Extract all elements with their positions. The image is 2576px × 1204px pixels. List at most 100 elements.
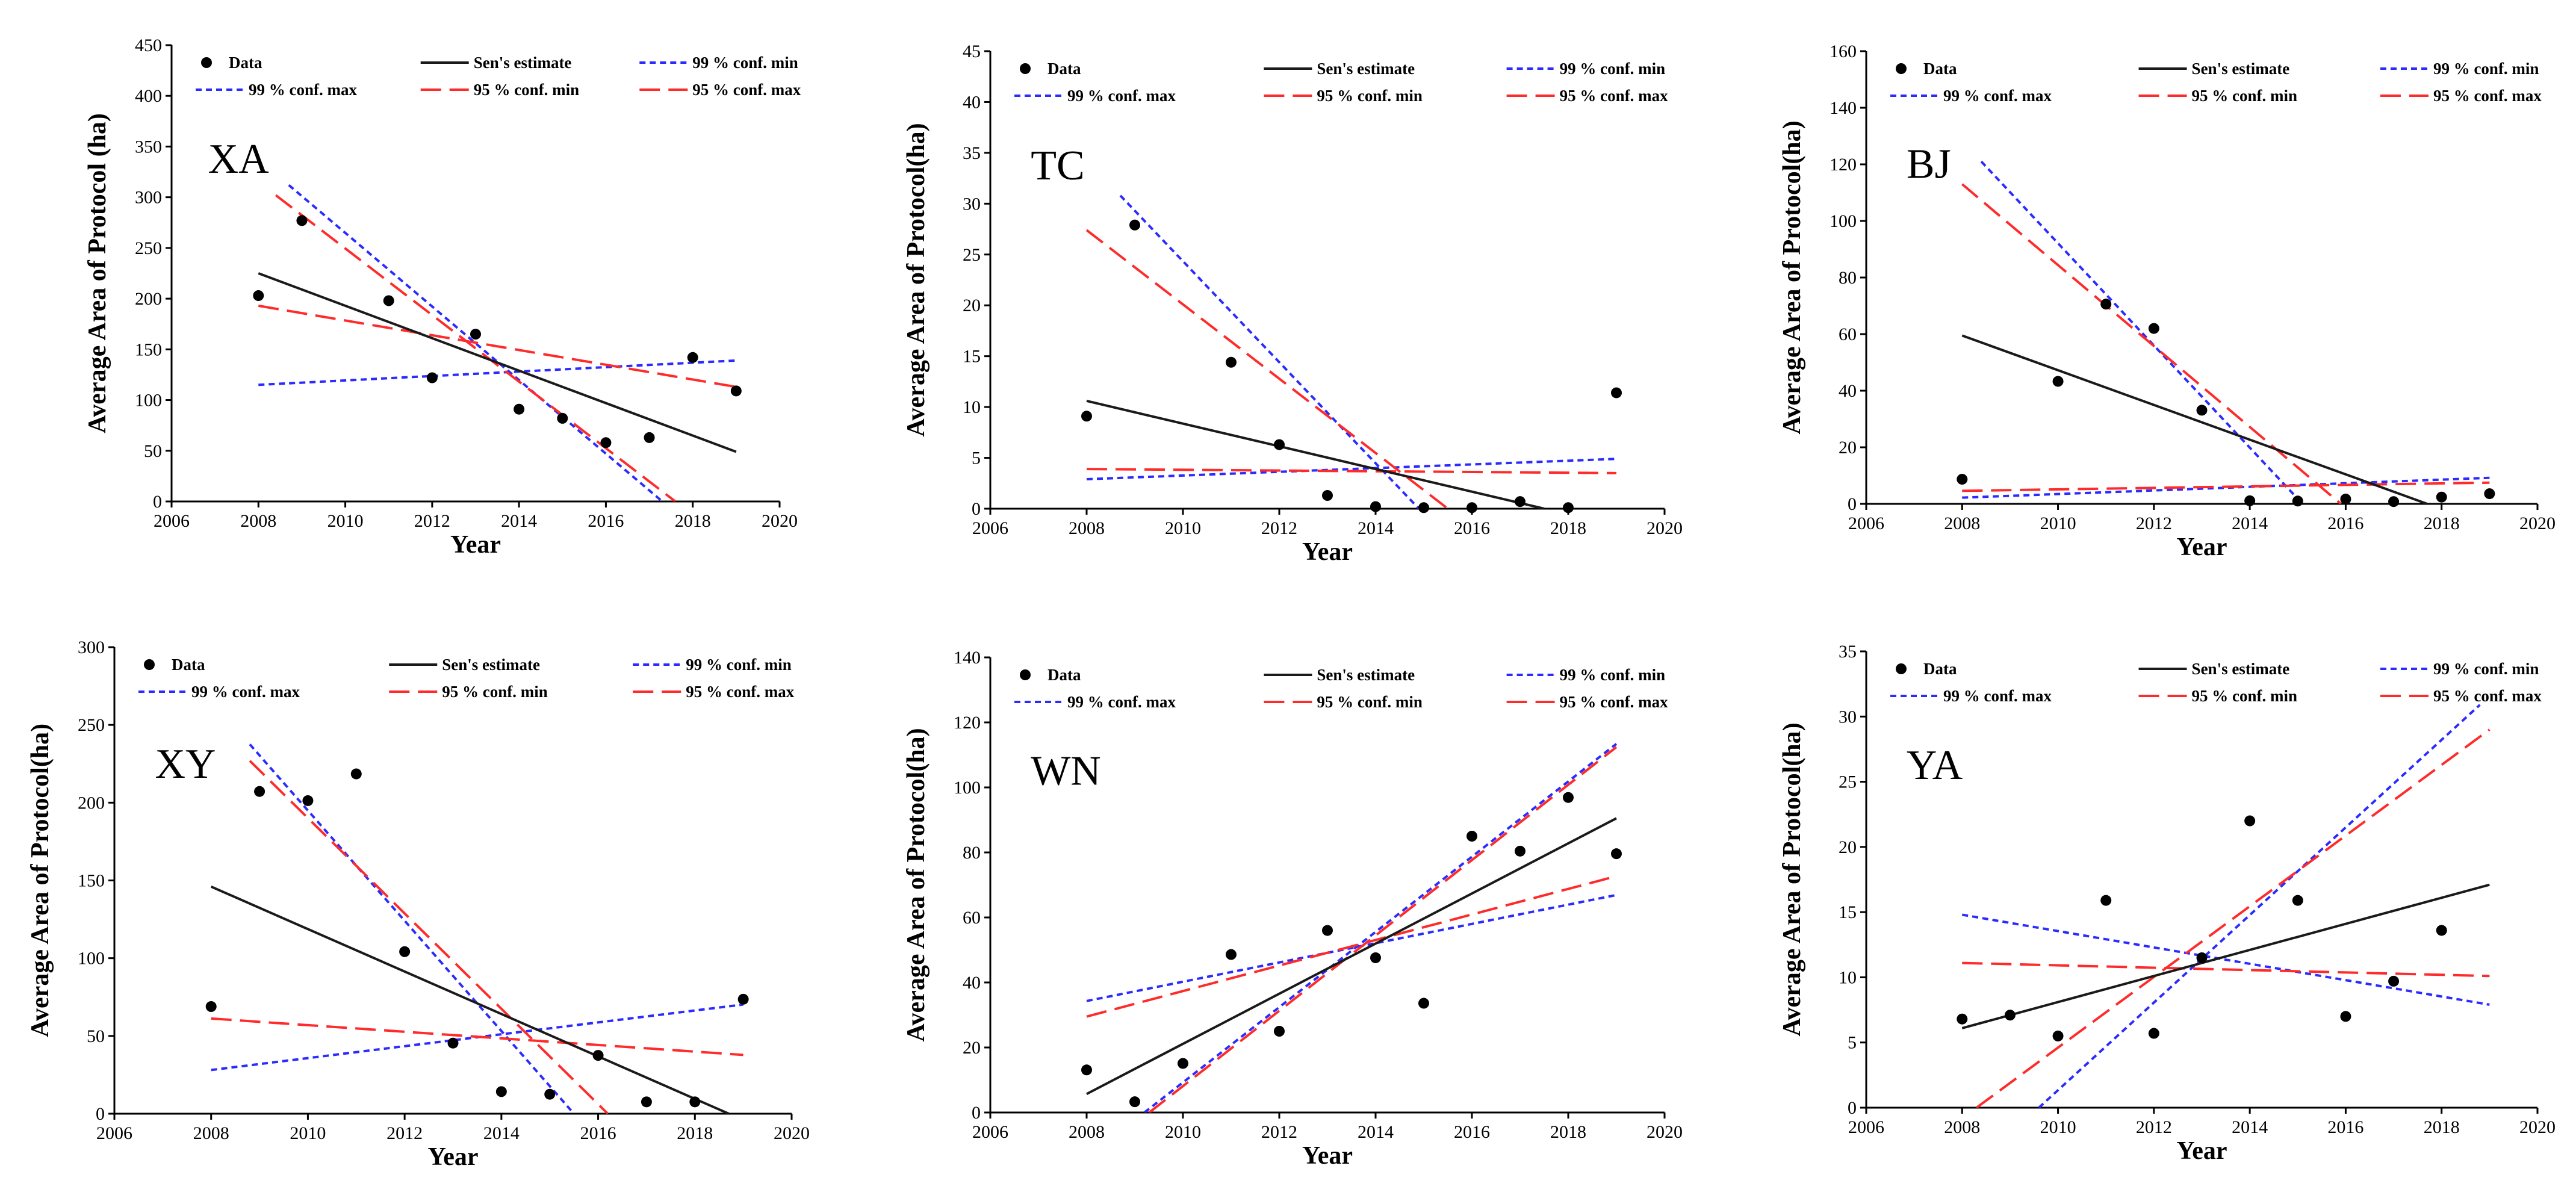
x-tick-label: 2018	[2424, 1117, 2460, 1137]
chart-panel-bj: 0 20 40 60 80 100 120 140 160 2006 2008 2010 2012 201…	[1778, 42, 2556, 561]
y-tick-label: 100	[78, 949, 105, 969]
y-axis-title: Average Area of Protocol(ha)	[1778, 722, 1806, 1036]
data-point	[1563, 792, 1574, 803]
legend-min95-label: 95 % conf. min	[2192, 87, 2298, 105]
data-point	[2388, 496, 2400, 507]
x-tick-label: 2014	[2232, 514, 2268, 533]
x-tick-label: 2016	[2327, 1117, 2363, 1137]
x-tick-label: 2012	[1261, 518, 1297, 538]
data-point	[1563, 502, 1574, 514]
y-tick-label: 20	[963, 296, 981, 315]
x-tick-label: 2010	[327, 511, 364, 531]
x-axis-title: Year	[2177, 1137, 2227, 1165]
conf95-min-line	[1086, 875, 1617, 1018]
y-tick-label: 0	[153, 492, 162, 512]
data-point	[641, 1096, 652, 1108]
legend-max95-label: 95 % conf. max	[686, 683, 794, 701]
x-tick-label: 2008	[1944, 1117, 1980, 1137]
chart-panel-tc: 0 5 10 15 20 25 30 35 40 45 2006 2008 2010 2012 2014 20…	[902, 42, 1683, 566]
data-point	[2196, 952, 2208, 963]
station-label: YA	[1907, 742, 1963, 789]
legend-max95-label: 95 % conf. max	[2433, 687, 2542, 705]
data-point	[2484, 488, 2495, 500]
y-tick-label: 200	[78, 793, 105, 813]
x-tick-label: 2014	[501, 511, 537, 531]
y-tick-label: 140	[954, 648, 981, 668]
legend-min95-label: 95 % conf. min	[442, 683, 548, 701]
y-tick-label: 60	[1839, 324, 1857, 344]
legend-min99-label: 99 % conf. min	[2433, 660, 2539, 678]
y-tick-label: 300	[135, 188, 162, 208]
y-tick-label: 120	[1830, 155, 1857, 175]
legend-data-marker	[201, 57, 212, 68]
x-tick-label: 2020	[1646, 518, 1683, 538]
data-point	[1274, 1026, 1285, 1037]
legend-sen-label: Sen's estimate	[442, 656, 540, 674]
data-point	[1274, 439, 1285, 450]
data-point	[302, 795, 314, 806]
legend: Data Sen's estimate 99 % conf. min 99 % con…	[1890, 60, 2542, 105]
x-tick-label: 2006	[1848, 514, 1884, 533]
legend-data-marker	[144, 659, 155, 670]
y-tick-label: 250	[78, 715, 105, 735]
legend-sen-label: Sen's estimate	[474, 54, 572, 72]
x-tick-label: 2006	[972, 1122, 1008, 1142]
conf95-min-line	[1085, 229, 1449, 509]
data-point	[205, 1001, 217, 1013]
x-tick-label: 2018	[677, 1123, 713, 1143]
legend-data-label: Data	[1047, 60, 1081, 78]
x-tick-label: 2014	[2232, 1117, 2268, 1137]
data-point	[1957, 1013, 1968, 1025]
chart-panel-xa: 0 50 100 150 200 250 300 350 400 450 2006 2008 2010 2…	[84, 36, 801, 559]
sen-estimate-line	[210, 886, 730, 1114]
y-tick-label: 20	[1839, 438, 1857, 458]
y-axis-title: Average Area of Protocol(ha)	[902, 728, 930, 1041]
y-tick-label: 450	[135, 36, 162, 55]
x-tick-label: 2010	[2040, 514, 2076, 533]
x-tick-label: 2014	[1358, 518, 1394, 538]
legend-max99-label: 99 % conf. max	[249, 81, 357, 99]
y-tick-label: 400	[135, 86, 162, 106]
legend-min99-label: 99 % conf. min	[1560, 666, 1666, 684]
legend-max95-label: 95 % conf. max	[692, 81, 801, 99]
data-point	[2100, 895, 2112, 906]
data-point	[730, 385, 742, 397]
x-axis-title: Year	[1302, 1142, 1353, 1170]
legend-max95-label: 95 % conf. max	[1560, 87, 1668, 105]
legend-max99-label: 99 % conf. max	[191, 683, 300, 701]
data-point	[1370, 501, 1381, 512]
y-tick-label: 250	[135, 238, 162, 258]
conf99-max-line	[1143, 743, 1618, 1112]
legend-sen-label: Sen's estimate	[2192, 660, 2290, 678]
conf99-min-line	[258, 359, 736, 386]
x-tick-label: 2008	[1944, 514, 1980, 533]
x-tick-label: 2006	[972, 518, 1008, 538]
conf99-max-line	[2038, 704, 2481, 1108]
chart-panel-wn: 0 20 40 60 80 100 120 140 2006 2008 2010 2012 2014 20…	[902, 648, 1683, 1170]
y-tick-label: 20	[963, 1038, 981, 1058]
x-tick-label: 2008	[193, 1123, 229, 1143]
y-tick-label: 160	[1830, 42, 1857, 61]
data-point	[644, 432, 655, 443]
y-tick-label: 140	[1830, 98, 1857, 118]
x-tick-label: 2020	[774, 1123, 810, 1143]
y-tick-label: 0	[96, 1104, 105, 1124]
x-tick-label: 2016	[580, 1123, 616, 1143]
data-point	[2436, 925, 2447, 936]
data-point	[687, 352, 698, 363]
conf95-min-line	[249, 760, 609, 1114]
data-point	[2340, 494, 2351, 505]
conf99-min-line	[1961, 913, 2490, 1006]
legend-max95-label: 95 % conf. max	[2433, 87, 2542, 105]
data-point	[2292, 895, 2303, 906]
x-tick-label: 2018	[1550, 1122, 1586, 1142]
y-tick-label: 100	[135, 391, 162, 411]
x-tick-label: 2014	[1358, 1122, 1394, 1142]
legend-max99-label: 99 % conf. max	[1067, 693, 1176, 711]
data-point	[1129, 1096, 1140, 1108]
data-point	[1322, 490, 1333, 501]
data-point	[1370, 952, 1381, 963]
data-point	[737, 993, 749, 1005]
x-tick-label: 2020	[2519, 514, 2556, 533]
conf95-min-line	[275, 194, 677, 501]
